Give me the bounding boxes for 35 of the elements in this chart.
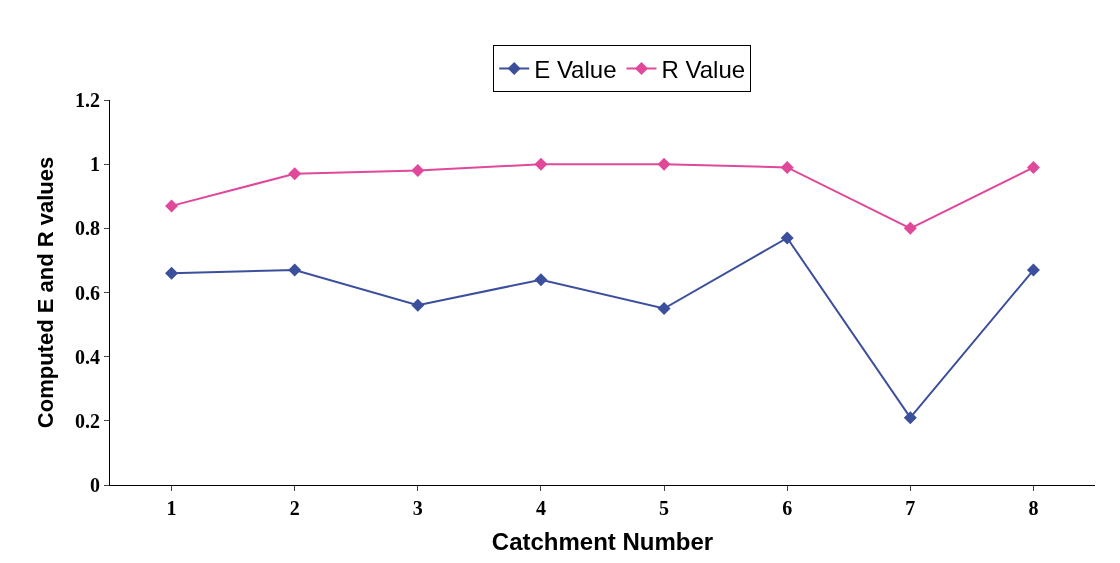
point (288, 263, 302, 277)
point (780, 160, 794, 174)
point (411, 164, 425, 178)
x-tick-label: 4 (535, 497, 546, 519)
point (165, 266, 179, 280)
y-axis-title: Computed E and R values (32, 156, 58, 429)
y-tick-label: 0.4 (75, 345, 100, 368)
point (780, 231, 794, 245)
x-tick-label: 3 (412, 497, 423, 519)
point (903, 221, 917, 235)
x-tick-label: 6 (782, 497, 793, 519)
point (534, 273, 548, 287)
point (165, 199, 179, 213)
legend-label: E Value (534, 55, 617, 83)
x-tick-label: 7 (905, 497, 916, 519)
point (903, 411, 917, 425)
point (657, 302, 671, 316)
legend-label: R Value (661, 55, 746, 83)
y-tick-label: 0.2 (75, 409, 100, 432)
point (288, 167, 302, 181)
y-tick-label: 0.8 (75, 217, 100, 240)
y-tick-label: 1 (90, 153, 100, 176)
x-tick-label: 2 (289, 497, 300, 519)
point (657, 157, 671, 171)
y-tick-label: 0 (90, 474, 100, 496)
x-tick-label: 8 (1028, 497, 1039, 519)
x-axis-title: Catchment Number (491, 528, 714, 556)
point (534, 157, 548, 171)
y-tick-label: 1.2 (75, 89, 100, 111)
point (411, 298, 425, 312)
point (1026, 263, 1040, 277)
y-tick-label: 0.6 (75, 281, 100, 304)
x-tick-label: 1 (166, 497, 177, 519)
x-tick-label: 5 (659, 497, 670, 519)
point (1026, 160, 1040, 174)
